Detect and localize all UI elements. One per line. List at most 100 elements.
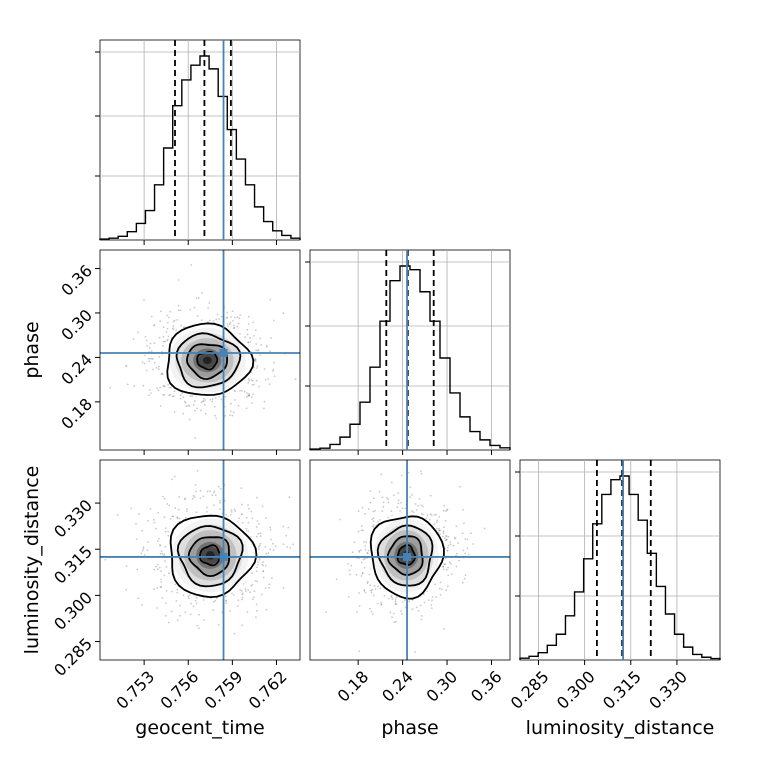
x-tick-label: 0.285 <box>507 667 553 713</box>
scatter-point <box>202 495 205 498</box>
scatter-point <box>357 510 360 513</box>
scatter-point <box>186 510 188 513</box>
scatter-point <box>209 490 211 493</box>
scatter-point <box>255 616 257 619</box>
contour-line <box>176 525 244 588</box>
scatter-point <box>202 619 205 621</box>
scatter-point <box>224 414 227 417</box>
scatter-point <box>248 393 251 395</box>
scatter-point <box>230 402 232 405</box>
scatter-point <box>168 572 170 575</box>
scatter-point <box>234 510 237 512</box>
scatter-point <box>196 624 199 627</box>
scatter-point <box>292 543 295 546</box>
scatter-point <box>147 541 150 543</box>
scatter-point <box>236 316 239 319</box>
scatter-point <box>159 586 162 589</box>
scatter-point <box>256 610 258 612</box>
scatter-point <box>369 607 371 610</box>
histogram-phase <box>309 265 511 450</box>
scatter-point <box>231 310 234 313</box>
scatter-point <box>218 318 221 320</box>
scatter-point <box>160 310 162 313</box>
scatter-point <box>202 599 205 601</box>
scatter-point <box>394 600 397 603</box>
scatter-point <box>404 507 407 510</box>
x-tick-label: 0.36 <box>467 667 506 706</box>
scatter-point <box>116 514 119 516</box>
scatter-point <box>197 297 200 300</box>
scatter-point <box>390 481 393 484</box>
scatter-point <box>224 395 227 398</box>
scatter-point <box>167 321 169 324</box>
panel-content <box>310 460 510 660</box>
scatter-point <box>440 588 443 591</box>
scatter-point <box>436 527 439 530</box>
truth-marker <box>219 348 228 357</box>
scatter-point <box>394 603 397 606</box>
scatter-point <box>202 400 205 402</box>
scatter-point <box>196 315 199 318</box>
scatter-point <box>247 315 250 318</box>
scatter-point <box>211 398 214 400</box>
scatter-point <box>185 405 188 408</box>
scatter-point <box>390 595 393 598</box>
scatter-point <box>444 557 447 560</box>
x-tick-label: 0.24 <box>378 667 417 706</box>
scatter-point <box>372 510 375 513</box>
scatter-point <box>177 304 180 307</box>
scatter-point <box>149 508 152 510</box>
scatter-point <box>382 501 385 504</box>
scatter-point <box>125 365 128 367</box>
scatter-point <box>173 319 176 322</box>
scatter-point <box>270 337 272 339</box>
scatter-point <box>255 570 258 572</box>
scatter-point <box>238 317 241 320</box>
scatter-point <box>247 341 250 344</box>
scatter-point <box>251 379 254 382</box>
scatter-point <box>172 515 175 518</box>
scatter-point <box>443 504 446 507</box>
scatter-point <box>156 540 159 542</box>
scatter-point <box>426 514 429 517</box>
scatter-point <box>215 417 218 420</box>
scatter-point <box>226 325 229 328</box>
scatter-point <box>239 314 242 316</box>
scatter-point <box>431 599 433 602</box>
scatter-point <box>164 546 167 548</box>
scatter-point <box>228 323 231 326</box>
scatter-point <box>441 535 444 538</box>
scatter-point <box>180 324 183 327</box>
scatter-point <box>439 529 441 532</box>
scatter-point <box>255 367 258 369</box>
scatter-point <box>371 518 373 521</box>
scatter-point <box>255 379 258 382</box>
scatter-point <box>104 558 107 561</box>
scatter-point <box>230 509 233 511</box>
scatter-point <box>444 520 447 522</box>
scatter-point <box>363 541 365 543</box>
scatter-point <box>213 405 216 408</box>
scatter-point <box>233 632 236 635</box>
scatter-point <box>381 510 384 513</box>
scatter-point <box>173 475 176 478</box>
scatter-point <box>212 320 215 322</box>
scatter-point <box>176 591 179 594</box>
scatter-point <box>438 527 440 530</box>
scatter-point <box>258 548 260 550</box>
scatter-point <box>370 591 373 594</box>
scatter-point <box>265 552 268 555</box>
scatter-point <box>396 506 398 508</box>
scatter-point <box>165 589 168 592</box>
scatter-point <box>433 514 436 516</box>
scatter-point <box>455 525 458 528</box>
scatter-point <box>225 602 228 605</box>
scatter-point <box>403 599 406 602</box>
panel-content <box>100 460 300 660</box>
scatter-point <box>182 396 185 399</box>
scatter-point <box>137 331 140 334</box>
scatter-point <box>160 585 163 588</box>
scatter-point <box>445 538 448 541</box>
x-tick-label: 0.300 <box>553 667 599 713</box>
scatter-point <box>264 546 267 548</box>
